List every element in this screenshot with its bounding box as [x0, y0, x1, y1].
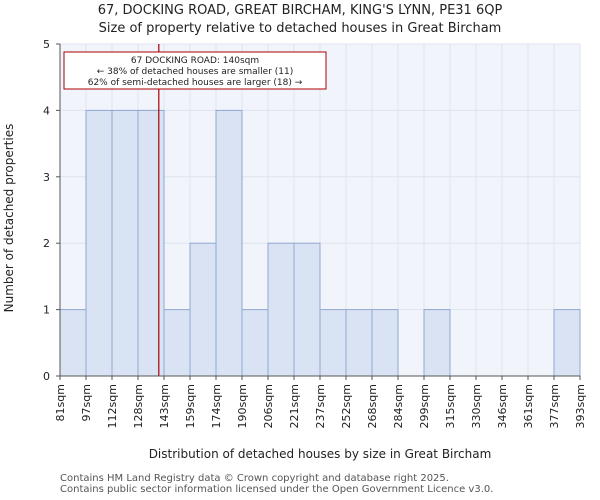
chart-subtitle: Size of property relative to detached ho…: [98, 21, 502, 36]
x-tick-label: 377sqm: [548, 384, 561, 428]
x-tick-label: 268sqm: [366, 384, 379, 428]
x-tick-label: 393sqm: [574, 384, 587, 428]
x-tick-label: 361sqm: [522, 384, 535, 428]
histogram-bar: [423, 309, 451, 377]
axes: 0 1 2 3 4 5 81sqm 97sqm 112sqm 128sqm 143sqm 159sqm…: [43, 38, 587, 428]
x-axis-label: Distribution of detached houses by size …: [149, 447, 492, 461]
x-tick-label: 237sqm: [314, 384, 327, 428]
x-tick-label: 315sqm: [444, 384, 457, 428]
footer-licence: Contains public sector information licen…: [60, 484, 494, 495]
histogram-bar: [137, 109, 165, 377]
x-tick-label: 330sqm: [470, 384, 483, 428]
x-tick-label: 159sqm: [184, 384, 197, 428]
bars: [59, 109, 581, 377]
footer-copyright: Contains HM Land Registry data © Crown c…: [60, 473, 449, 484]
x-tick-label: 346sqm: [496, 384, 509, 428]
y-tick-label: 2: [43, 237, 50, 250]
histogram-bar: [293, 242, 321, 377]
x-tick-label: 81sqm: [54, 384, 67, 421]
annotation-box: [63, 51, 327, 90]
x-tick-label: 252sqm: [340, 384, 353, 428]
histogram-bar: [163, 309, 191, 377]
histogram-bar: [111, 109, 139, 377]
y-tick-label: 4: [43, 104, 50, 117]
x-tick-label: 112sqm: [106, 384, 119, 428]
x-tick-label: 128sqm: [132, 384, 145, 428]
x-tick-label: 284sqm: [392, 384, 405, 428]
histogram-bar: [267, 242, 295, 377]
y-tick-label: 5: [43, 38, 50, 51]
marker-group: 67 DOCKING ROAD: 140sqm← 38% of detached…: [63, 44, 327, 376]
chart-title: 67, DOCKING ROAD, GREAT BIRCHAM, KING'S …: [97, 3, 503, 18]
y-axis-label: Number of detached properties: [2, 124, 16, 313]
histogram-bar: [215, 109, 243, 377]
histogram-bar: [345, 309, 373, 377]
x-tick-label: 206sqm: [262, 384, 275, 428]
x-tick-label: 190sqm: [236, 384, 249, 428]
y-tick-label: 3: [43, 171, 50, 184]
histogram-bar: [319, 309, 347, 377]
annotation-text: 62% of semi-detached houses are larger (…: [88, 78, 303, 88]
y-tick-label: 0: [43, 370, 50, 383]
x-tick-label: 174sqm: [210, 384, 223, 428]
histogram-bar: [371, 309, 399, 377]
x-tick-label: 97sqm: [80, 384, 93, 421]
histogram-bar: [241, 309, 269, 377]
x-tick-label: 299sqm: [418, 384, 431, 428]
histogram-bar: [85, 109, 113, 377]
annotation-text: ← 38% of detached houses are smaller (11…: [97, 67, 294, 77]
annotation-text: 67 DOCKING ROAD: 140sqm: [131, 56, 259, 66]
x-tick-label: 221sqm: [288, 384, 301, 428]
histogram-bar: [553, 309, 581, 377]
histogram-bar: [59, 309, 87, 377]
y-tick-label: 1: [43, 304, 50, 317]
x-tick-label: 143sqm: [158, 384, 171, 428]
histogram-bar: [189, 242, 217, 377]
